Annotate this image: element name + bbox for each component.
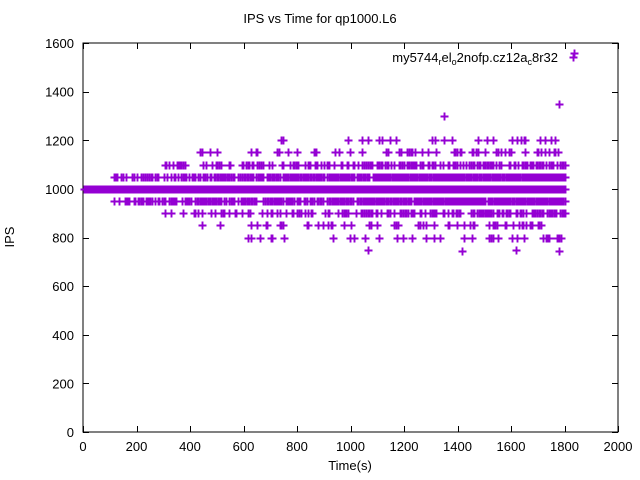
x-tick-label: 1000 bbox=[336, 439, 365, 454]
plot-border bbox=[82, 42, 619, 433]
y-axis-label: IPS bbox=[2, 226, 17, 247]
chart-title: IPS vs Time for qp1000.L6 bbox=[243, 11, 396, 26]
x-tick-label: 2000 bbox=[604, 439, 633, 454]
y-tick-label: 400 bbox=[52, 328, 74, 343]
x-tick-label: 400 bbox=[179, 439, 201, 454]
x-tick-label: 0 bbox=[79, 439, 86, 454]
y-tick-label: 1400 bbox=[45, 85, 74, 100]
x-tick-label: 1200 bbox=[390, 439, 419, 454]
x-tick-label: 800 bbox=[286, 439, 308, 454]
legend: my5744relo2nofp.cz12ac8r32 bbox=[392, 50, 578, 67]
x-axis-ticks: 0 200 400 600 800 1000 1200 1400 1600 1800 2000 bbox=[79, 43, 632, 454]
y-tick-label: 1200 bbox=[45, 133, 74, 148]
y-tick-label: 200 bbox=[52, 376, 74, 391]
y-tick-label: 600 bbox=[52, 279, 74, 294]
legend-series-label: my5744relo2nofp.cz12ac8r32 bbox=[392, 50, 558, 67]
x-tick-label: 1600 bbox=[497, 439, 526, 454]
x-tick-label: 1400 bbox=[443, 439, 472, 454]
x-tick-label: 200 bbox=[126, 439, 148, 454]
scatter-data-points bbox=[80, 49, 579, 256]
y-tick-label: 0 bbox=[67, 425, 74, 440]
legend-key-marker bbox=[569, 53, 578, 62]
x-tick-label: 600 bbox=[233, 439, 255, 454]
legend-key-plus-icon bbox=[569, 53, 578, 62]
y-tick-label: 1600 bbox=[45, 36, 74, 51]
x-axis-label: Time(s) bbox=[328, 458, 372, 473]
y-tick-label: 800 bbox=[52, 231, 74, 246]
scatter-marker-layer bbox=[80, 49, 579, 256]
y-tick-label: 1000 bbox=[45, 182, 74, 197]
x-tick-label: 1800 bbox=[550, 439, 579, 454]
y-axis-ticks: 0 200 400 600 800 1000 1200 1400 1600 bbox=[45, 36, 618, 440]
